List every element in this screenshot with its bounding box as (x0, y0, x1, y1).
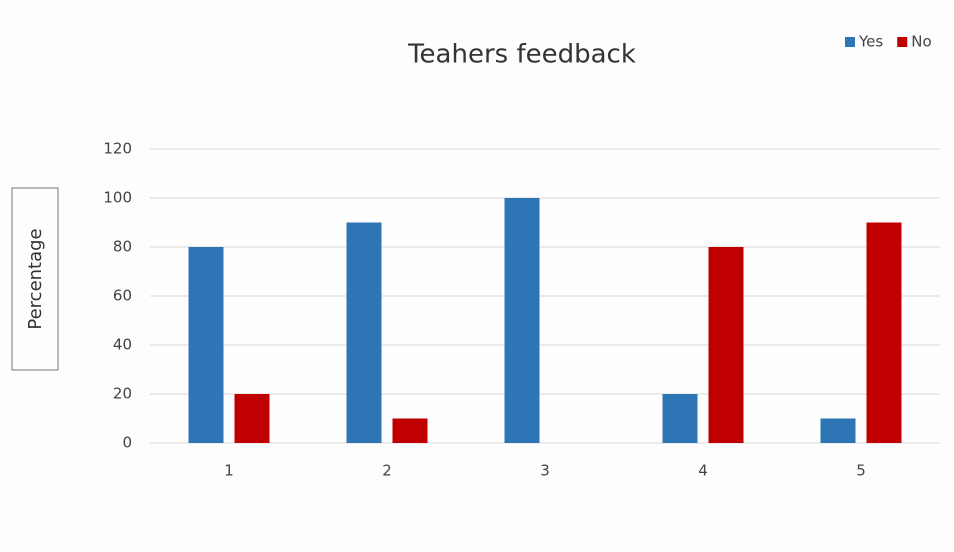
bar (866, 222, 902, 443)
bar (708, 247, 744, 443)
x-tick-label: 2 (382, 462, 392, 480)
y-tick-label: 80 (113, 238, 132, 256)
bar (820, 418, 856, 443)
legend-swatch (897, 37, 908, 47)
y-label-box (11, 187, 59, 371)
legend-label: No (911, 33, 931, 51)
bar (234, 394, 270, 443)
x-tick-label: 3 (540, 462, 550, 480)
y-axis-label: Percentage (25, 228, 46, 329)
y-tick-label: 20 (113, 385, 132, 403)
y-tick-label: 0 (122, 434, 132, 452)
bar (346, 222, 382, 443)
legend-label: Yes (858, 33, 883, 51)
y-tick-label: 100 (103, 189, 132, 207)
bar (662, 394, 698, 443)
y-tick-label: 60 (113, 287, 132, 305)
x-tick-label: 4 (698, 462, 708, 480)
legend-swatch (845, 37, 855, 47)
bar (504, 198, 540, 443)
bar (188, 247, 224, 443)
chart-title: Teahers feedback (407, 40, 636, 70)
bar (392, 418, 428, 443)
y-tick-label: 40 (113, 336, 132, 354)
y-tick-label: 120 (103, 140, 132, 158)
x-tick-label: 1 (224, 462, 234, 480)
x-tick-label: 5 (856, 462, 866, 480)
